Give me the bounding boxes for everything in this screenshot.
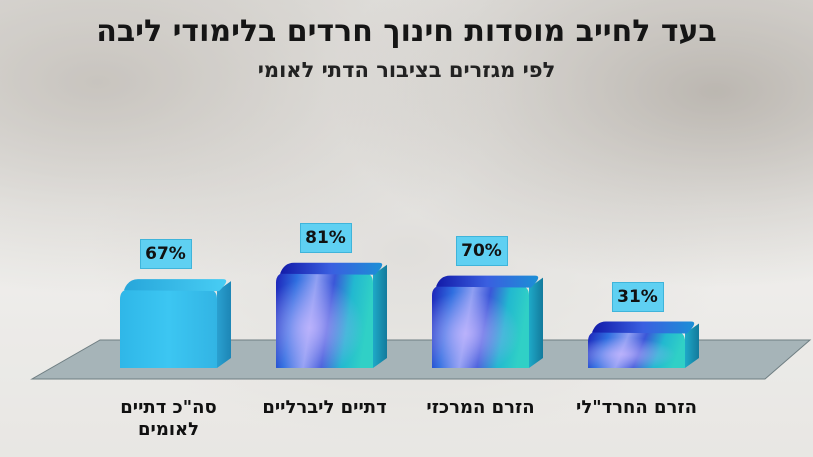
category-label: הזרם המרכזי [426,397,535,418]
bar-highlight [588,337,685,368]
category-label: הזרם החרד"לי [576,397,697,418]
data-label: 70% [455,235,508,266]
bar-4 [588,321,699,368]
chart-subtitle: לפי מגזרים בציבור הדתי לאומי [257,58,556,82]
bar-top [124,279,227,292]
chart-title: בעד לחייב מוסדות חינוך חרדים בלימודי ליב… [96,14,717,49]
bar-side [529,277,543,368]
bar-highlight [432,291,529,368]
data-label: 31% [611,281,664,312]
bar-3 [432,275,543,368]
data-label: 67% [139,239,192,270]
bar-front [120,289,217,368]
bar-top [280,262,383,275]
data-label: 81% [299,222,352,253]
category-label: דתיים ליברליים [262,397,387,418]
bar-side [685,323,699,368]
bar-1 [120,279,231,368]
bar-2 [276,262,387,368]
bar-highlight [276,278,373,368]
category-label: סה"כ דתיים לאומים [120,397,217,440]
bar-top [592,321,695,334]
bar-side [217,281,231,368]
bar-top [436,275,539,288]
bar-side [373,264,387,368]
